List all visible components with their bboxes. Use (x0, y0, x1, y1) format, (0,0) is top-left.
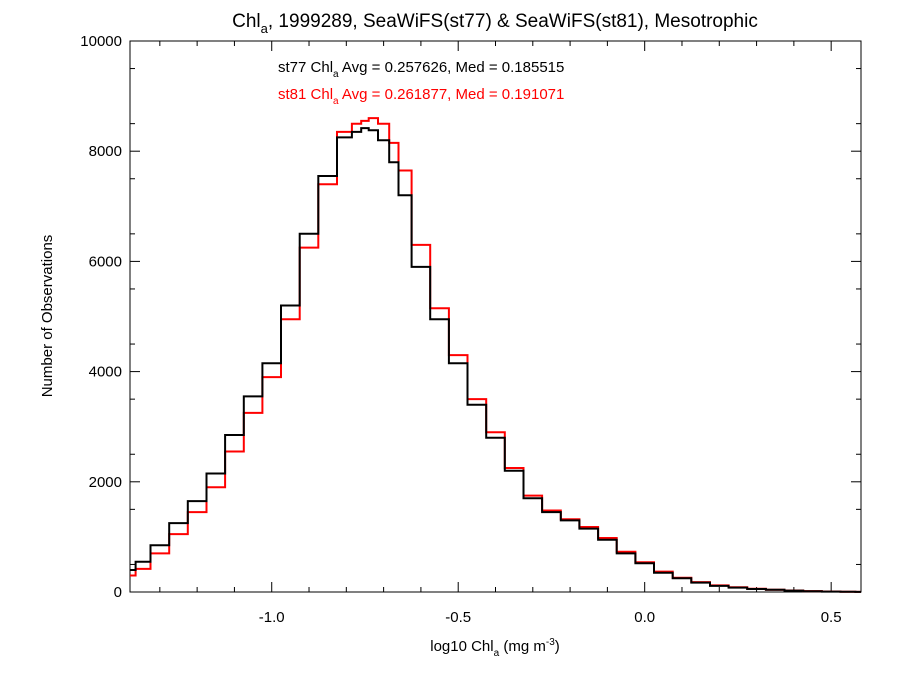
x-axis-label: log10 Chla (mg m-3) (430, 637, 560, 659)
axis-ticks: -1.0 -0.5 0.0 0.5 0 2000 4000 6000 8000 10000 (80, 33, 861, 626)
y-tick-label: 2000 (89, 474, 122, 491)
y-axis-label: Number of Observations (39, 235, 56, 398)
y-tick-label: 4000 (89, 364, 122, 381)
x-tick-label: -0.5 (445, 609, 471, 626)
x-tick-label: 0.5 (821, 609, 842, 626)
data-series (130, 117, 861, 593)
series-st77-line (130, 127, 861, 593)
y-tick-label: 0 (114, 584, 122, 601)
y-tick-label: 10000 (80, 33, 122, 50)
annotation-st81: st81 Chla Avg = 0.261877, Med = 0.191071 (278, 86, 564, 107)
x-tick-label: -1.0 (259, 609, 285, 626)
y-tick-label: 6000 (89, 253, 122, 270)
y-tick-label: 8000 (89, 143, 122, 160)
chart-title: Chla, 1999289, SeaWiFS(st77) & SeaWiFS(s… (232, 11, 758, 36)
x-tick-label: 0.0 (634, 609, 655, 626)
annotation-st77: st77 Chla Avg = 0.257626, Med = 0.185515 (278, 59, 564, 80)
